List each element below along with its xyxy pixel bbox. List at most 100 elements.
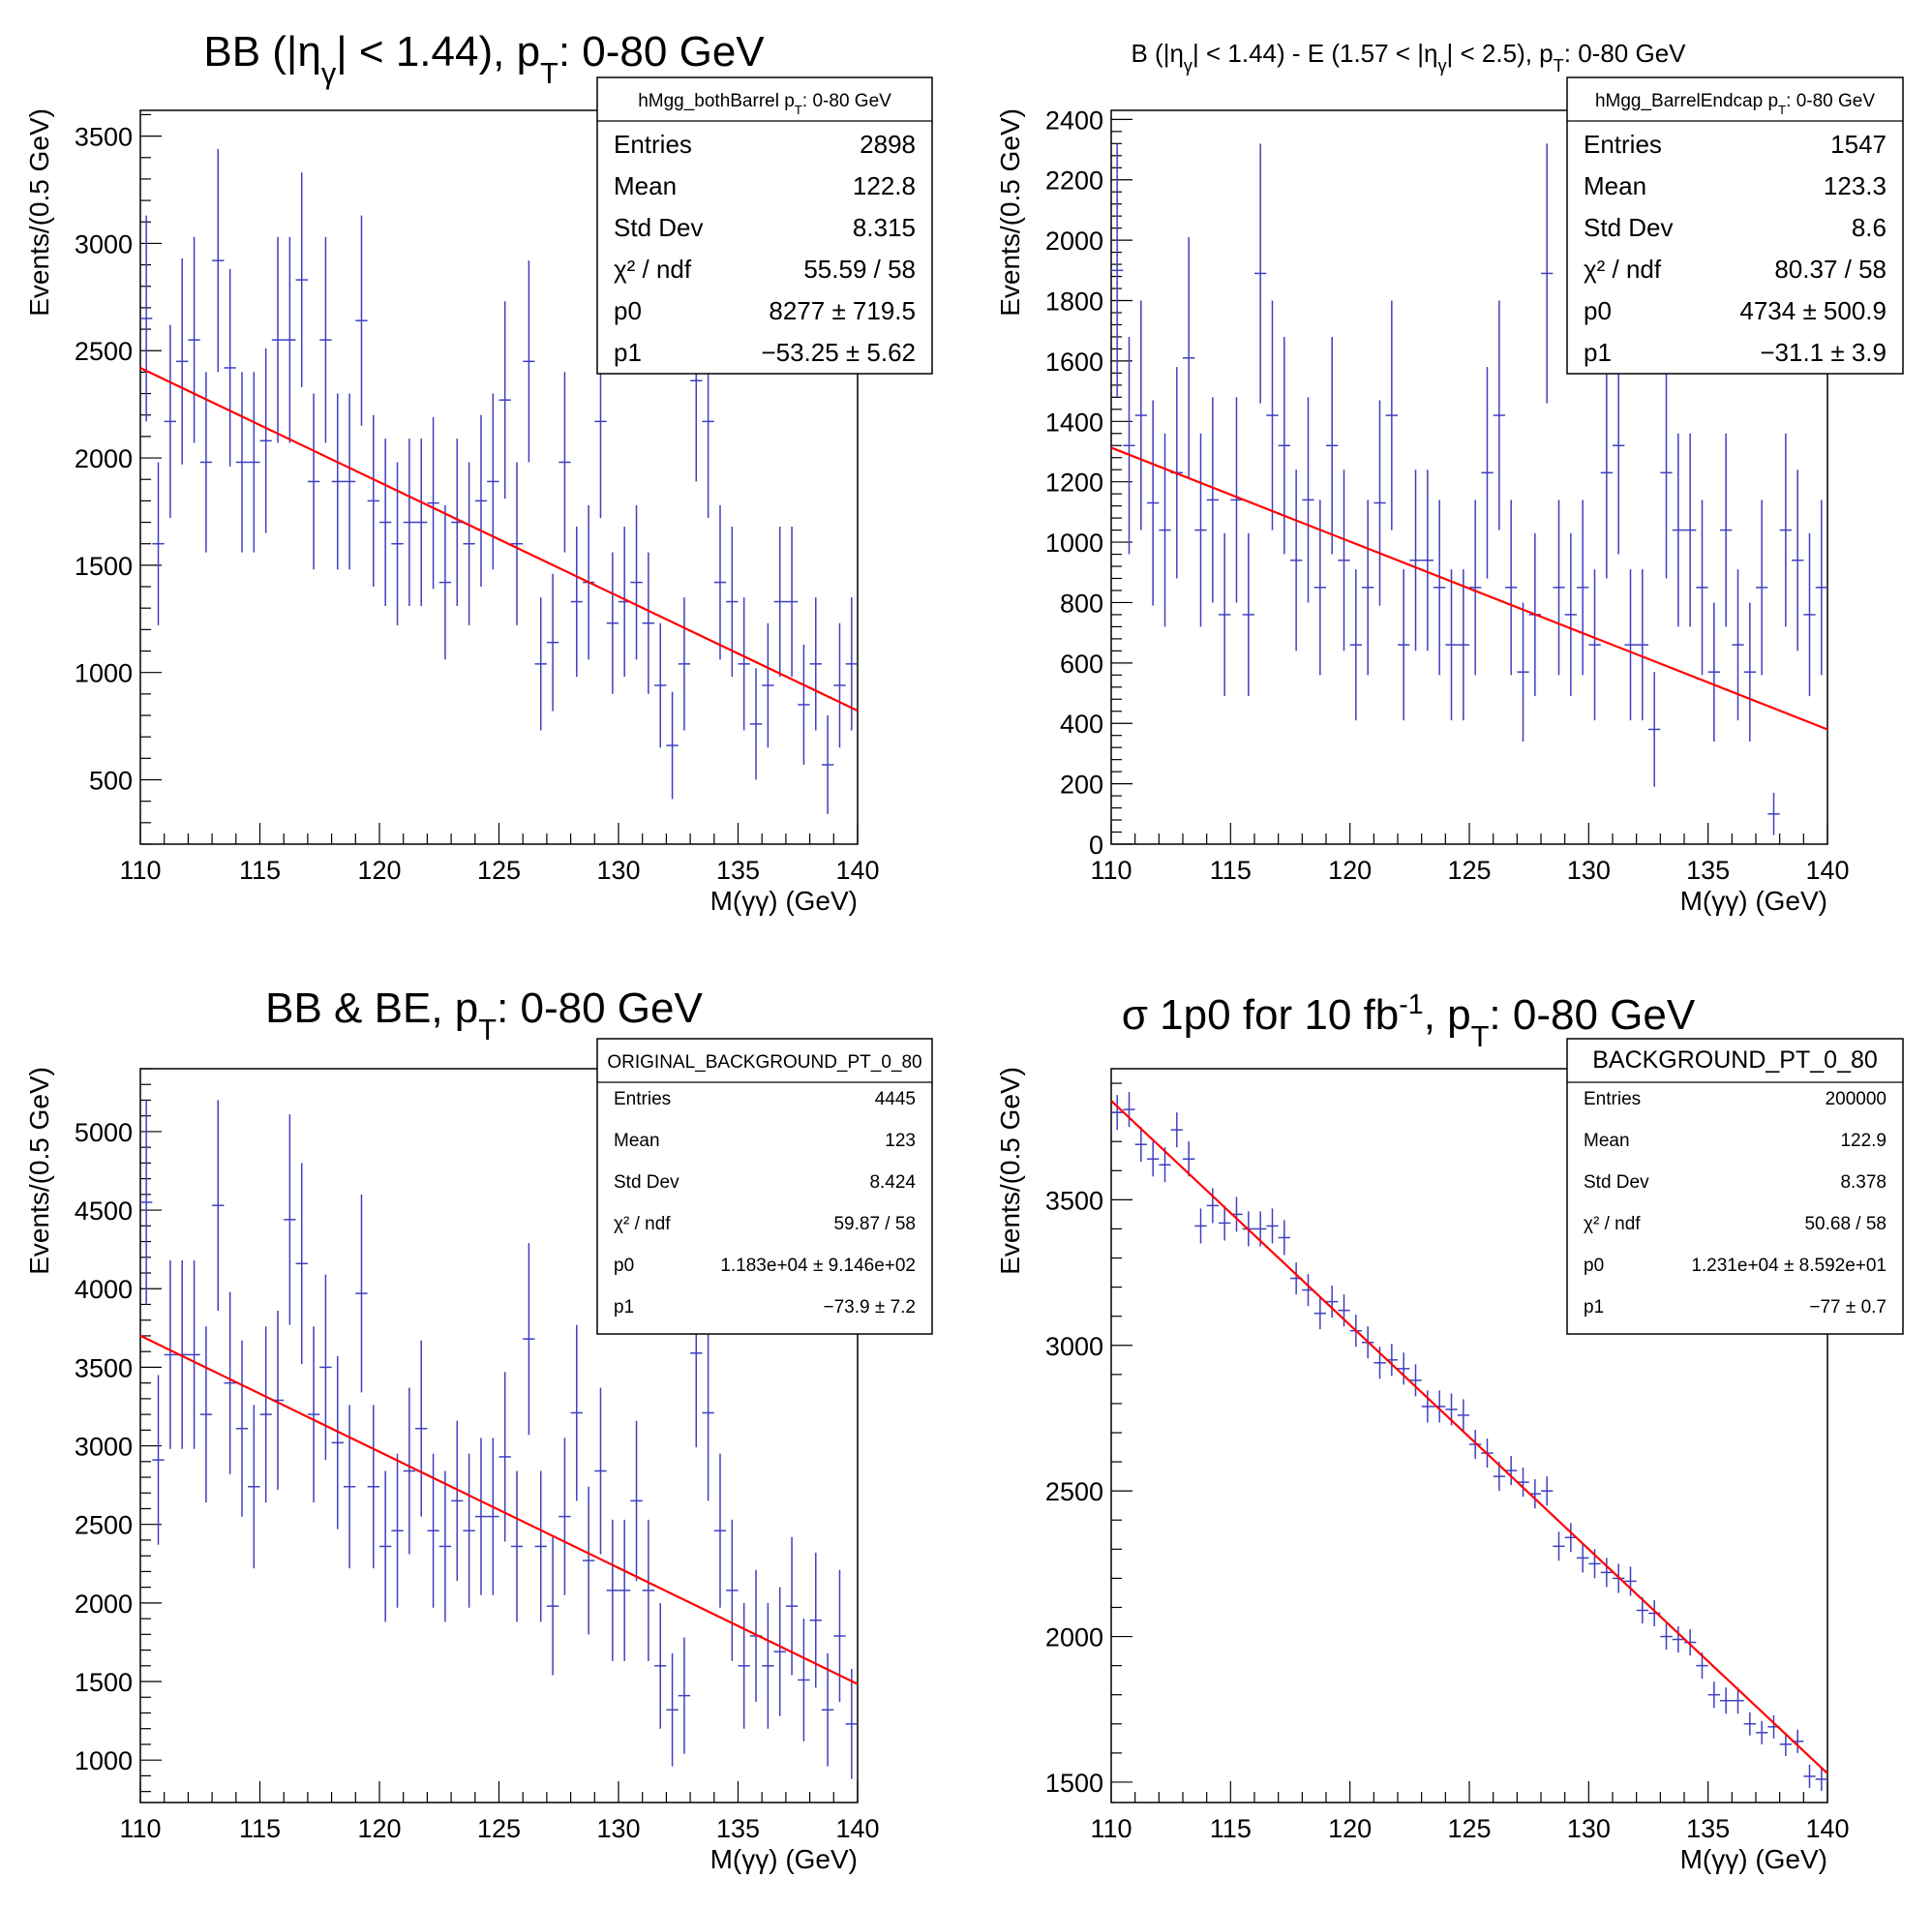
stats-row-label: Mean	[614, 1131, 660, 1151]
stats-row-label: p1	[614, 1297, 634, 1318]
data-point	[523, 1243, 535, 1436]
stats-row-label: χ² / ndf	[1584, 255, 1662, 284]
data-point	[295, 1163, 308, 1365]
data-point	[1398, 1352, 1410, 1385]
stats-box: hMgg_bothBarrel pT: 0-80 GeV Entries 2898 M…	[596, 76, 933, 375]
data-point	[1756, 500, 1768, 676]
data-point	[1194, 1208, 1207, 1244]
y-tick-label: 5000	[75, 1118, 133, 1147]
data-point	[654, 1602, 667, 1729]
data-point	[415, 439, 428, 606]
data-point	[487, 1438, 499, 1595]
data-point	[678, 1637, 691, 1754]
data-point	[1219, 1205, 1231, 1241]
data-point	[474, 1438, 488, 1595]
data-point	[140, 215, 153, 422]
data-point	[427, 1453, 439, 1608]
data-point	[642, 552, 655, 694]
data-point	[463, 1453, 475, 1608]
fit-line	[1110, 446, 1828, 731]
stats-row-value: 8277 ± 719.5	[769, 296, 916, 325]
data-point	[1409, 470, 1422, 651]
y-tick-label: 1500	[75, 1668, 133, 1697]
data-point	[1290, 470, 1303, 651]
data-point	[284, 1114, 296, 1325]
data-point	[798, 644, 810, 765]
fit-line	[1110, 1100, 1828, 1774]
stats-row-value: 1.183e+04 ± 9.146e+02	[720, 1256, 916, 1276]
y-tick-label: 2000	[1045, 1623, 1103, 1652]
data-point	[1183, 237, 1195, 479]
data-point	[1815, 1767, 1827, 1791]
data-point	[438, 1470, 452, 1622]
x-tick-label: 125	[477, 856, 521, 885]
y-tick-label: 2500	[1045, 1477, 1103, 1506]
data-point	[1469, 1429, 1482, 1460]
y-tick-label: 2400	[1045, 106, 1103, 135]
data-point	[451, 1420, 464, 1582]
data-point	[474, 414, 488, 588]
data-point	[1338, 470, 1350, 651]
data-point	[809, 597, 822, 731]
x-tick-label: 125	[1447, 1814, 1491, 1843]
data-point	[367, 414, 379, 588]
x-tick-label: 135	[716, 1814, 760, 1843]
x-tick-label: 110	[1090, 1814, 1132, 1843]
y-tick-label: 500	[89, 767, 133, 796]
chart-title: BB (|ηγ| < 1.44), pT: 0-80 GeV	[203, 28, 765, 90]
data-point	[403, 439, 416, 606]
y-axis-label: Events/(0.5 GeV)	[24, 108, 54, 317]
stats-box-frame	[596, 76, 933, 375]
y-tick-label: 3500	[75, 123, 133, 152]
stats-box-title: BACKGROUND_PT_0_80	[1592, 1046, 1878, 1074]
data-point	[1696, 500, 1708, 676]
data-point	[331, 1356, 344, 1530]
data-point	[1600, 1558, 1613, 1588]
fit-line	[139, 367, 859, 712]
x-tick-label: 115	[239, 1814, 281, 1843]
data-point	[619, 1519, 631, 1661]
x-tick-label: 130	[1567, 856, 1611, 885]
data-point	[1242, 532, 1254, 697]
data-point	[1170, 1112, 1183, 1148]
stats-row-value: 8.6	[1852, 213, 1887, 242]
y-tick-label: 1200	[1045, 469, 1103, 498]
y-tick-label: 1000	[75, 1746, 133, 1775]
x-tick-label: 120	[357, 1814, 401, 1843]
stats-row-label: Std Dev	[1584, 1172, 1649, 1193]
data-point	[1553, 500, 1565, 676]
data-point	[1756, 1720, 1768, 1744]
data-point	[558, 1438, 571, 1595]
x-tick-label: 120	[357, 856, 401, 885]
data-point	[1421, 1390, 1434, 1423]
data-point	[1588, 569, 1601, 721]
y-tick-label: 1000	[75, 659, 133, 688]
data-point	[391, 462, 404, 625]
data-point	[1672, 1626, 1684, 1653]
x-tick-label: 125	[1447, 856, 1491, 885]
data-point	[1147, 1141, 1160, 1177]
data-point	[666, 1652, 679, 1767]
data-point	[1278, 336, 1290, 555]
stats-row-label: Mean	[1584, 1131, 1630, 1151]
stats-row-value: 59.87 / 58	[833, 1214, 916, 1234]
data-point	[1517, 1468, 1529, 1498]
data-point	[1672, 433, 1684, 627]
data-point	[1302, 397, 1314, 603]
data-point	[1541, 143, 1554, 404]
stats-row-label: p1	[1584, 1297, 1604, 1318]
data-point	[762, 1602, 774, 1729]
data-point	[379, 1470, 392, 1622]
stats-row-value: −77 ± 0.7	[1809, 1297, 1887, 1318]
data-point	[809, 1552, 822, 1688]
data-point	[1493, 300, 1505, 530]
data-point	[1684, 1629, 1697, 1656]
data-point	[762, 622, 774, 748]
data-point	[1636, 569, 1648, 721]
data-point	[833, 1569, 846, 1703]
data-point	[427, 416, 439, 590]
data-point	[546, 1536, 559, 1676]
stats-row-label: p0	[1584, 296, 1612, 325]
data-point	[1743, 1712, 1756, 1736]
y-tick-label: 2500	[75, 1511, 133, 1540]
